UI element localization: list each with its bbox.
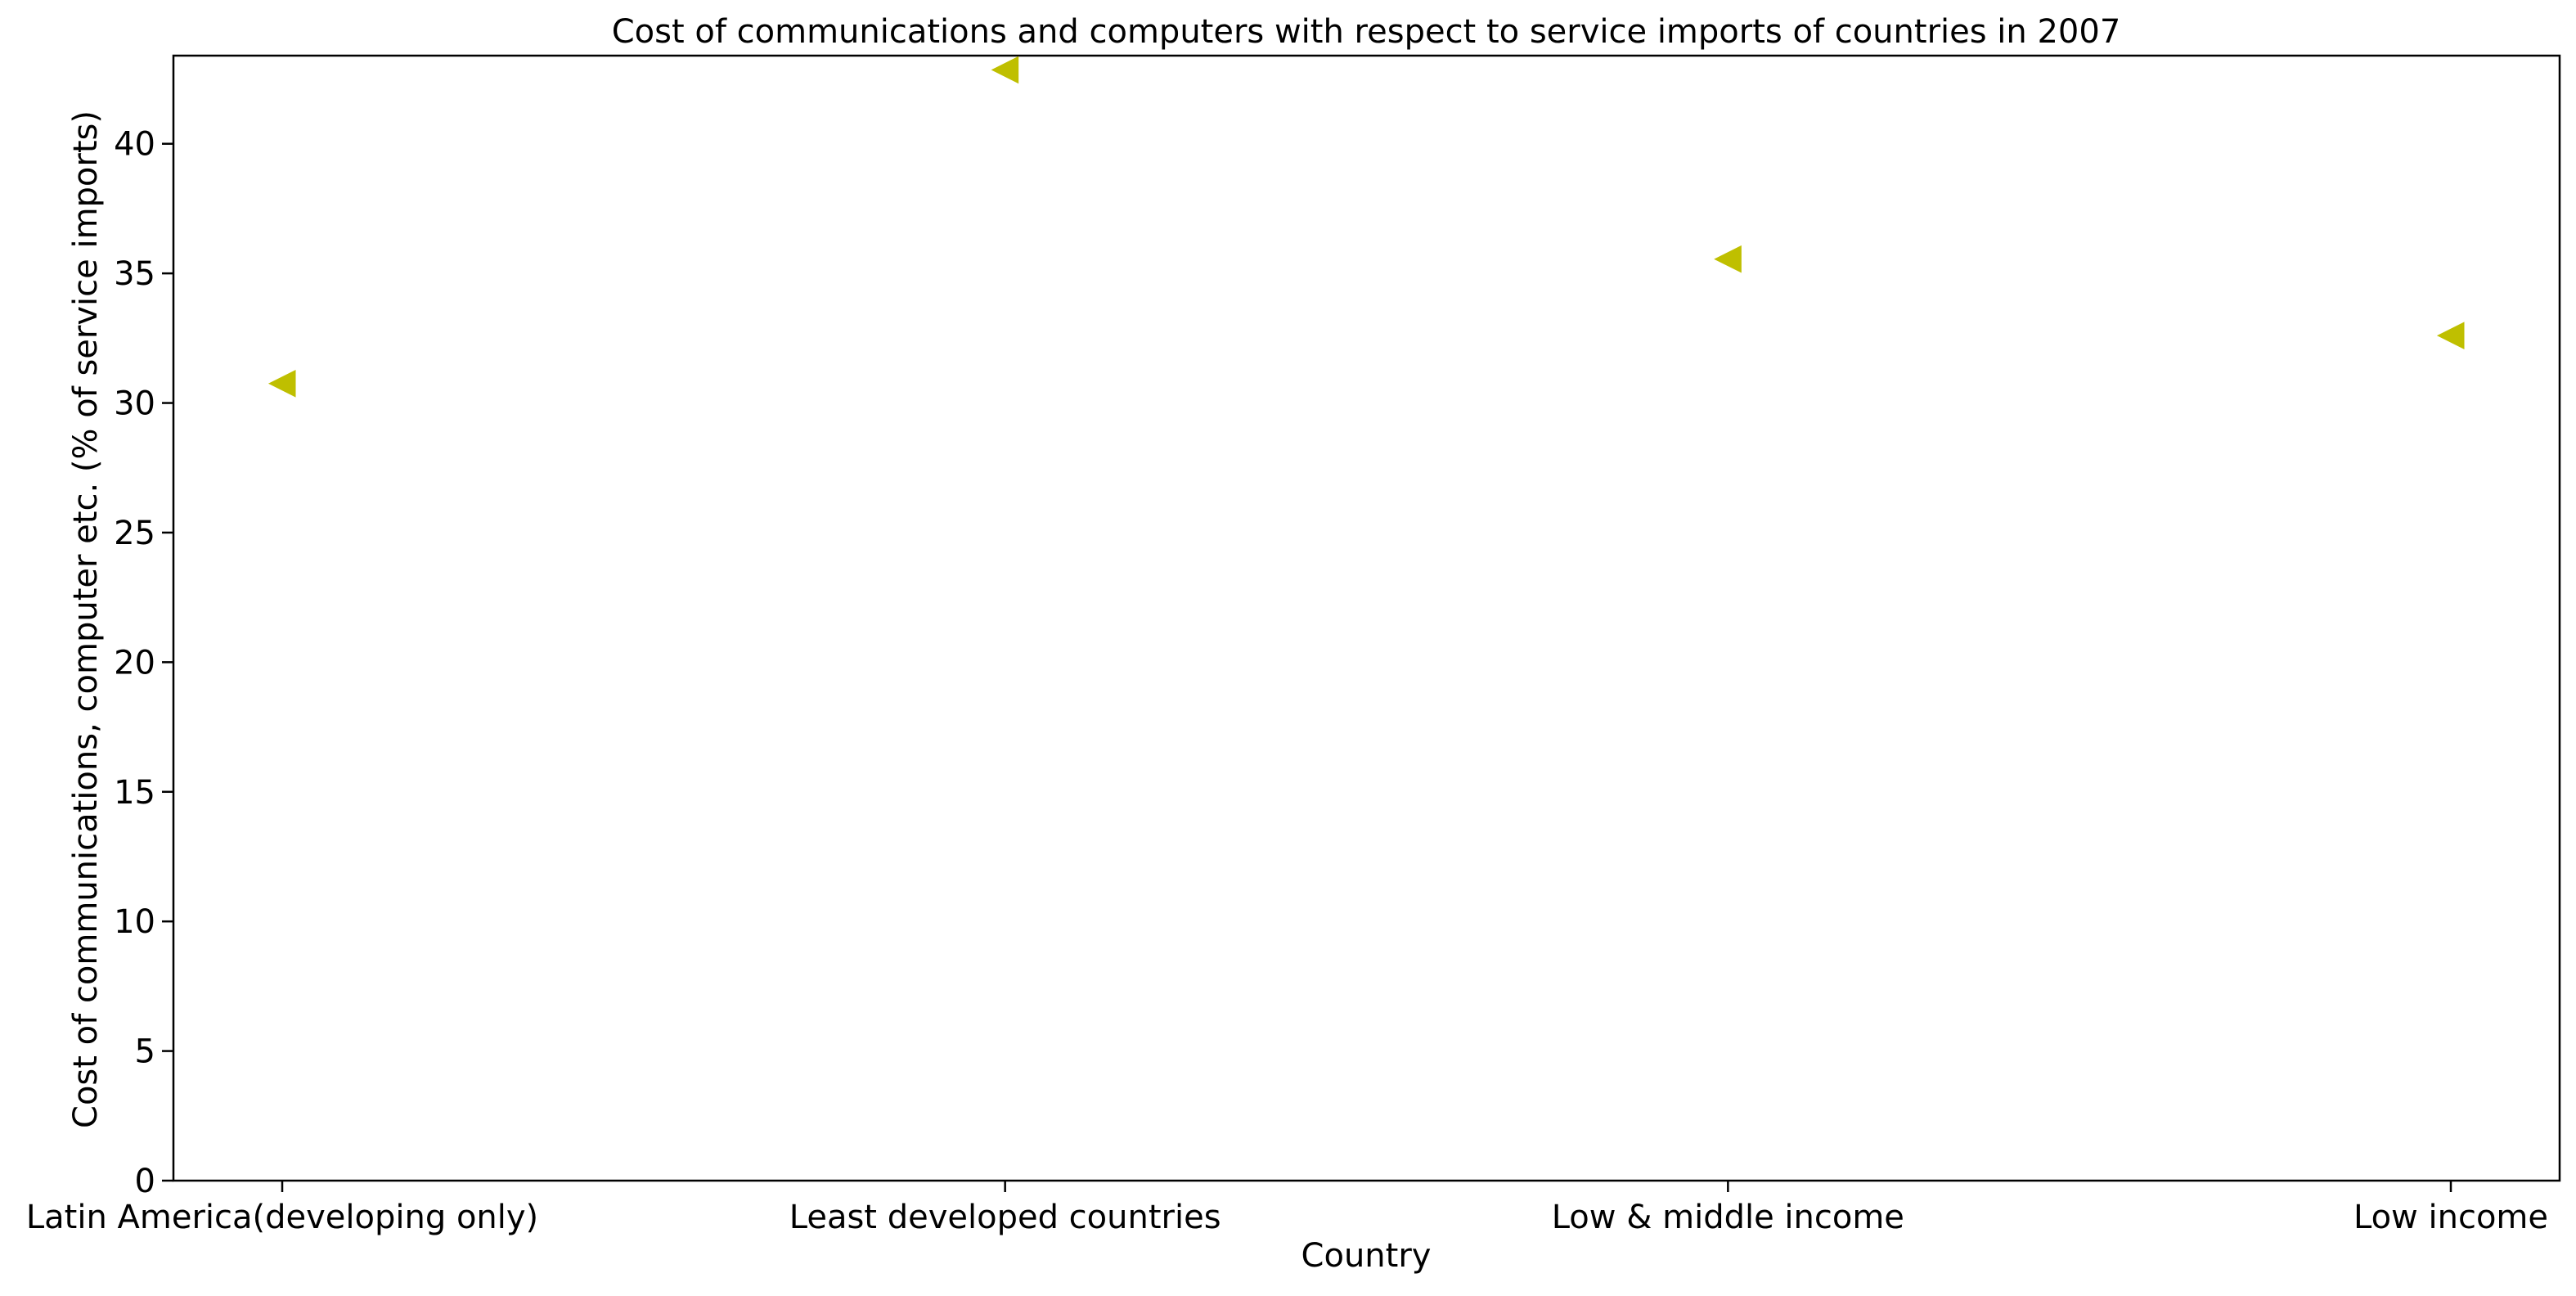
y-tick-label: 15: [114, 774, 155, 812]
x-axis: Latin America(developing only) Least deve…: [26, 1181, 2548, 1236]
y-axis-label: Cost of communications, computer etc. (%…: [67, 110, 105, 1128]
y-tick-label: 5: [135, 1033, 155, 1071]
x-tick-label: Least developed countries: [789, 1199, 1221, 1236]
y-tick-label: 35: [114, 255, 155, 293]
chart-title: Cost of communications and computers wit…: [612, 13, 2121, 51]
y-tick-label: 10: [114, 903, 155, 941]
y-tick-label: 40: [114, 126, 155, 164]
x-tick-label: Low income: [2353, 1199, 2548, 1236]
data-point-marker: [991, 56, 1019, 84]
y-axis: 0 5 10 15 20 25 30 35 40: [114, 126, 173, 1200]
data-point-marker: [2436, 322, 2465, 349]
x-tick-label: Low & middle income: [1552, 1199, 1904, 1236]
y-tick-label: 0: [135, 1163, 155, 1200]
data-point-marker: [1714, 245, 1742, 273]
y-tick-label: 25: [114, 515, 155, 552]
plot-frame: [172, 54, 2561, 1182]
y-tick-label: 30: [114, 385, 155, 423]
x-tick-label: Latin America(developing only): [26, 1199, 538, 1236]
data-point-marker: [267, 369, 296, 398]
x-axis-label: Country: [1301, 1237, 1432, 1275]
data-markers: [267, 56, 2465, 398]
plot-area: [172, 54, 2561, 1182]
y-tick-label: 20: [114, 644, 155, 682]
